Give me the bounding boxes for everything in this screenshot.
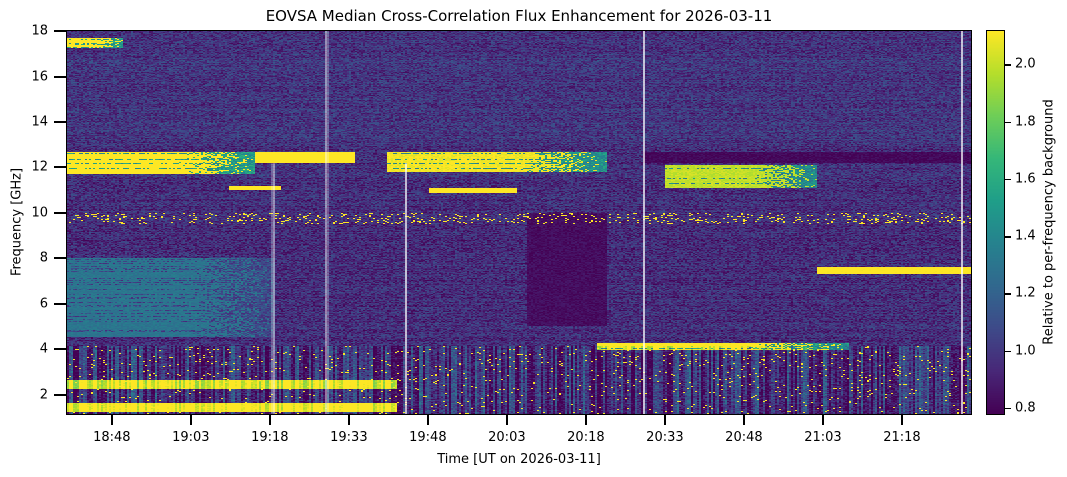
y-tick	[54, 75, 66, 78]
y-tick	[54, 393, 66, 396]
y-tick-label: 4	[39, 341, 48, 357]
colorbar-tick-label: 0.8	[1015, 400, 1036, 416]
spectrogram-heatmap	[67, 31, 971, 414]
x-tick-label: 20:18	[567, 430, 605, 445]
colorbar-tick	[1005, 64, 1011, 66]
x-tick	[742, 415, 745, 425]
x-tick-label: 19:03	[172, 430, 210, 445]
x-tick-label: 20:48	[725, 430, 763, 445]
y-tick	[54, 302, 66, 305]
y-tick	[54, 120, 66, 123]
x-tick-label: 21:03	[804, 430, 842, 445]
spectrogram-plot-area	[66, 30, 972, 415]
x-tick-label: 19:33	[330, 430, 368, 445]
x-tick-label: 20:03	[488, 430, 526, 445]
colorbar-tick	[1005, 407, 1011, 410]
y-tick	[54, 30, 66, 33]
y-tick	[54, 257, 66, 260]
colorbar-tick-label: 1.6	[1015, 171, 1036, 187]
y-tick	[54, 211, 66, 214]
x-tick	[189, 415, 192, 425]
y-tick-label: 10	[31, 205, 48, 221]
y-tick-label: 18	[31, 23, 48, 39]
x-tick-label: 18:48	[93, 430, 131, 445]
colorbar-tick	[1005, 121, 1011, 124]
chart-title: EOVSA Median Cross-Correlation Flux Enha…	[265, 7, 773, 25]
y-tick-label: 2	[39, 387, 48, 403]
x-tick-label: 21:18	[883, 430, 921, 445]
colorbar-tick	[1005, 350, 1011, 353]
colorbar-tick-label: 2.0	[1015, 56, 1036, 72]
x-tick	[900, 415, 903, 425]
x-tick	[110, 415, 113, 425]
y-tick	[54, 166, 66, 169]
y-tick-label: 14	[31, 114, 48, 130]
x-tick	[584, 415, 587, 425]
x-tick-label: 19:18	[251, 430, 289, 445]
colorbar-tick-label: 1.2	[1015, 285, 1036, 301]
y-tick-label: 16	[31, 69, 48, 85]
x-tick	[426, 415, 429, 425]
colorbar-label: Relative to per-frequency background	[1041, 99, 1057, 345]
colorbar-tick	[1005, 236, 1011, 238]
x-tick	[268, 415, 271, 425]
y-tick-label: 8	[39, 250, 48, 266]
x-tick	[347, 415, 350, 425]
x-tick-label: 19:48	[409, 430, 447, 445]
x-tick	[821, 415, 824, 425]
y-axis-label: Frequency [GHz]	[9, 167, 25, 277]
colorbar-tick-label: 1.0	[1015, 343, 1036, 359]
x-tick	[663, 415, 666, 425]
y-tick-label: 12	[31, 159, 48, 175]
x-tick	[505, 415, 508, 425]
colorbar-tick-label: 1.8	[1015, 114, 1036, 130]
colorbar	[986, 30, 1005, 415]
colorbar-tick	[1005, 293, 1011, 295]
x-axis-label: Time [UT on 2026-03-11]	[437, 452, 601, 467]
y-tick-label: 6	[39, 296, 48, 312]
x-tick-label: 20:33	[646, 430, 684, 445]
colorbar-tick	[1005, 178, 1011, 181]
y-tick	[54, 348, 66, 351]
colorbar-tick-label: 1.4	[1015, 228, 1036, 244]
